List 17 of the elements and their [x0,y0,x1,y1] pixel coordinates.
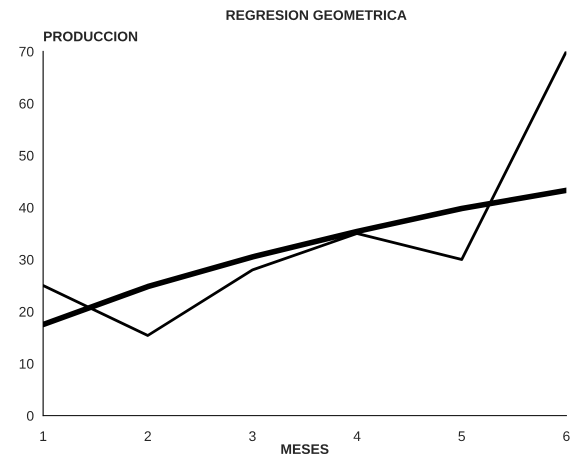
x-tick-label: 4 [354,431,361,441]
y-tick-label: 20 [19,306,34,317]
x-tick-label: 6 [563,431,570,442]
y-tick-label: 0 [26,410,34,421]
y-tick-label: 50 [19,150,34,161]
y-tick-label: 40 [18,202,34,213]
y-tick-label: 70 [19,46,34,57]
x-tick-label: 1 [40,431,46,441]
x-tick-label: 3 [249,431,256,442]
y-tick-label: 60 [19,98,34,109]
y-axis-title: PRODUCCION [44,32,138,42]
x-axis-title: MESES [281,444,329,454]
chart-title: REGRESION GEOMETRICA [226,10,407,20]
y-tick-label: 10 [20,358,34,369]
y-tick-label: 30 [19,254,34,265]
x-tick-label: 5 [458,431,466,442]
x-tick-label: 2 [144,431,151,441]
